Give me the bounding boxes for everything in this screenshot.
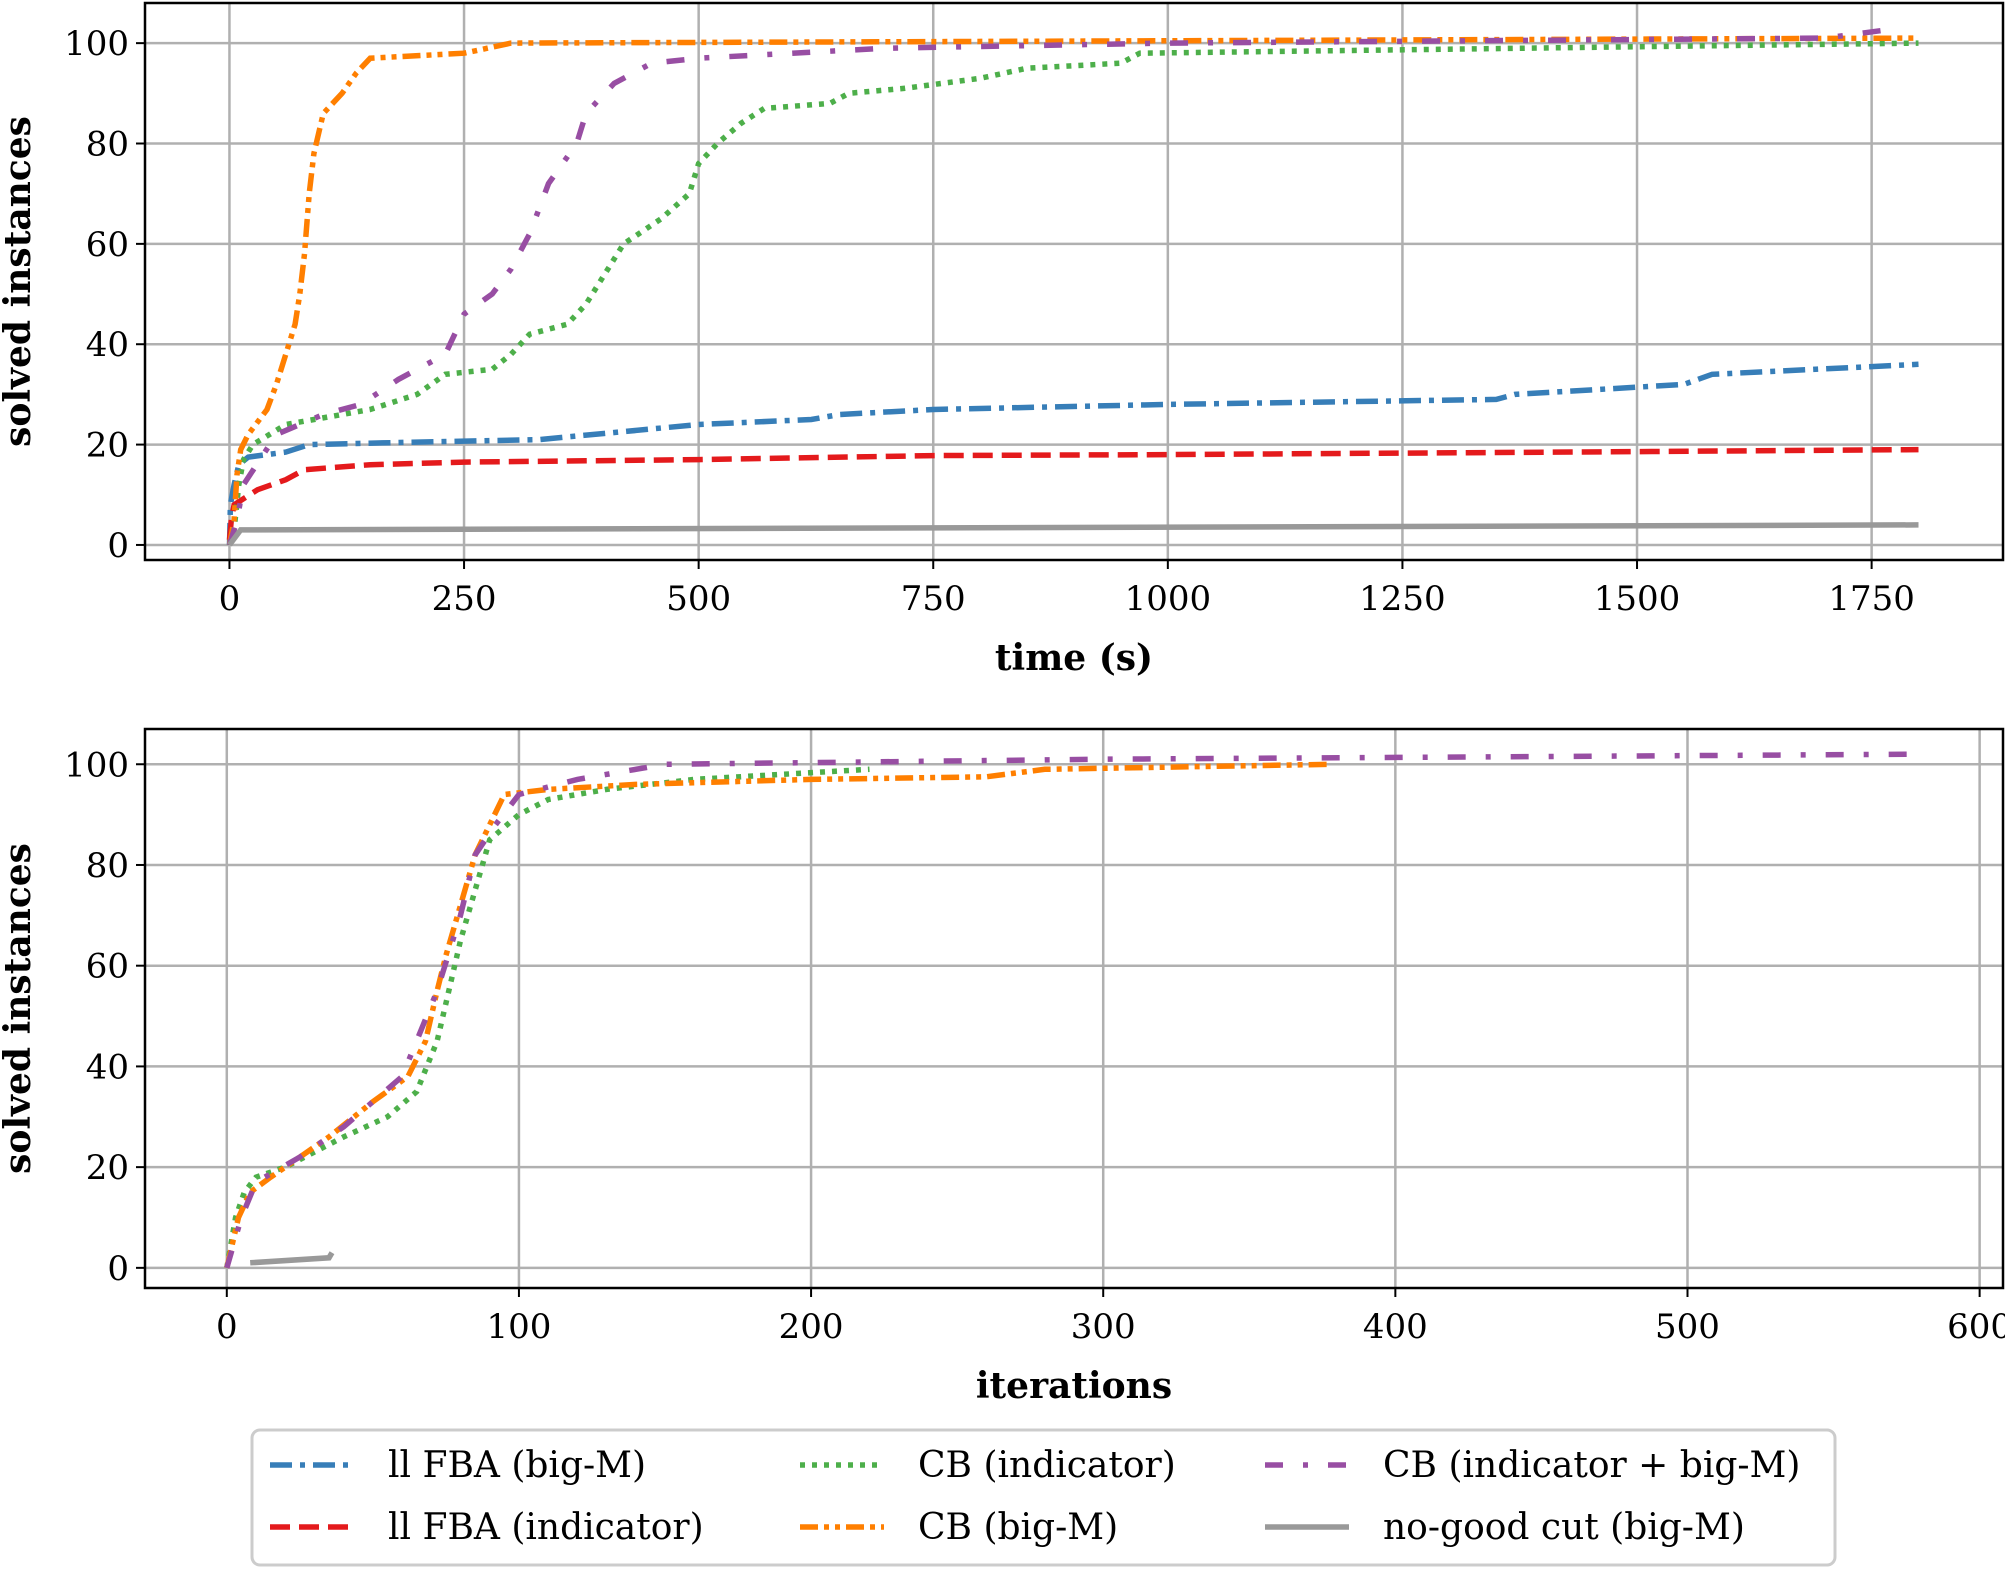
series-line bbox=[226, 40, 1919, 546]
series-line bbox=[224, 761, 1332, 1269]
x-tick-label: 1750 bbox=[1828, 579, 1915, 619]
x-tick-label: 1000 bbox=[1125, 579, 1212, 619]
y-tick-label: 40 bbox=[86, 325, 129, 365]
x-tick-label: 600 bbox=[1947, 1307, 2005, 1347]
x-tick-label: 500 bbox=[666, 579, 731, 619]
x-tick-label: 1500 bbox=[1594, 579, 1681, 619]
y-tick-label: 20 bbox=[86, 1148, 129, 1188]
x-tick-label: 1250 bbox=[1359, 579, 1446, 619]
y-axis-label: solved instances bbox=[0, 116, 39, 447]
y-tick-label: 60 bbox=[86, 947, 129, 987]
x-tick-label: 500 bbox=[1655, 1307, 1720, 1347]
y-axis-label: solved instances bbox=[0, 843, 39, 1174]
series-line bbox=[224, 766, 870, 1269]
y-tick-label: 60 bbox=[86, 225, 129, 265]
series-line bbox=[224, 751, 1922, 1269]
legend: ll FBA (big-M) ll FBA (indicator) CB (indi… bbox=[250, 1428, 1837, 1567]
legend-label: ll FBA (indicator) bbox=[388, 1507, 704, 1548]
plot-frame bbox=[143, 727, 2005, 1290]
x-tick-label: 400 bbox=[1363, 1307, 1428, 1347]
legend-label: CB (indicator + big-M) bbox=[1383, 1445, 1800, 1486]
y-tick-label: 80 bbox=[86, 846, 129, 886]
y-tick-label: 20 bbox=[86, 426, 129, 466]
y-tick-label: 0 bbox=[107, 1249, 129, 1289]
plot-panel-2: 0 100 200 300 400 500 600 0 20 40 60 80 100 iteration… bbox=[0, 727, 2005, 1407]
plot-frame bbox=[143, 1, 2005, 562]
legend-label: CB (indicator) bbox=[918, 1445, 1176, 1486]
plot-panel-1: 0 250 500 750 1000 1250 1500 1750 0 20 40 60 80 100 ti… bbox=[0, 1, 2005, 679]
legend-box bbox=[250, 1428, 1837, 1567]
y-tick-label: 40 bbox=[86, 1047, 129, 1087]
legend-label: no-good cut (big-M) bbox=[1383, 1507, 1745, 1548]
x-tick-label: 750 bbox=[901, 579, 966, 619]
y-tick-label: 0 bbox=[107, 526, 129, 566]
series-line bbox=[250, 1251, 335, 1266]
x-axis-label: time (s) bbox=[995, 637, 1153, 679]
x-tick-label: 0 bbox=[219, 579, 241, 619]
y-tick-label: 80 bbox=[86, 125, 129, 165]
series-line bbox=[226, 35, 1919, 546]
y-tick-label: 100 bbox=[64, 24, 129, 64]
legend-label: ll FBA (big-M) bbox=[388, 1445, 646, 1486]
x-tick-label: 250 bbox=[432, 579, 497, 619]
y-tick-label: 100 bbox=[64, 745, 129, 785]
series-line bbox=[226, 25, 1901, 546]
series-line bbox=[226, 361, 1919, 545]
series-line bbox=[227, 522, 1919, 547]
x-tick-label: 300 bbox=[1071, 1307, 1136, 1347]
legend-label: CB (big-M) bbox=[918, 1507, 1118, 1548]
x-tick-label: 100 bbox=[486, 1307, 551, 1347]
x-axis-label: iterations bbox=[976, 1365, 1172, 1407]
x-tick-label: 0 bbox=[216, 1307, 238, 1347]
x-tick-label: 200 bbox=[779, 1307, 844, 1347]
